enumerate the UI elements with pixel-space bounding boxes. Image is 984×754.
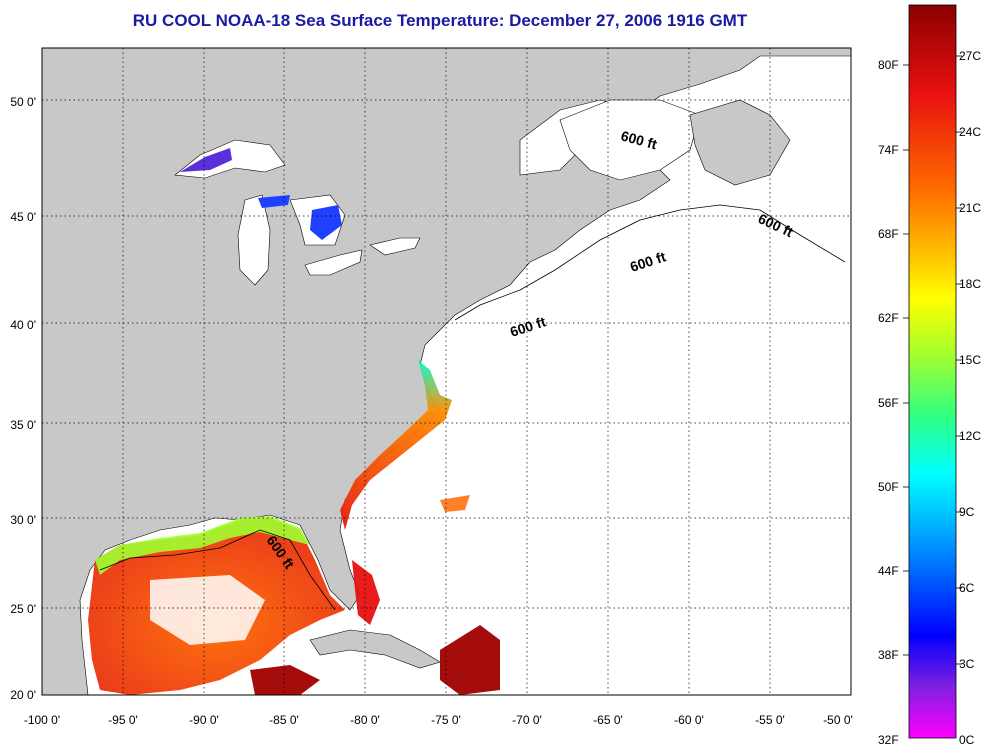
colorbar-f-label: 44F [878,564,899,578]
sst-atlantic-coastal [340,360,452,530]
lon-tick-label: -75 0' [431,713,461,727]
lon-tick-label: -95 0' [108,713,138,727]
colorbar-c-label: 18C [959,277,982,291]
colorbar-f-label: 74F [878,143,899,157]
sst-gulf-shelf-cool [95,516,310,575]
colorbar-f-label: 32F [878,733,899,747]
colorbar-c-label: 24C [959,125,982,139]
colorbar-c-label: 6C [959,581,975,595]
colorbar-f-label: 62F [878,311,899,325]
lon-tick-label: -100 0' [24,713,60,727]
lon-tick-label: -55 0' [755,713,785,727]
sst-gulf-white-patch [150,575,265,645]
colorbar-c-label: 27C [959,49,982,63]
colorbar-c-label: 15C [959,353,982,367]
colorbar-f-label: 68F [878,227,899,241]
colorbar-f-label: 80F [878,58,899,72]
gulf-st-lawrence [559,99,701,181]
lon-tick-label: -50 0' [823,713,853,727]
colorbar-c-label: 12C [959,429,982,443]
sst-cuba-south [250,665,320,695]
colorbar-f-label: 38F [878,648,899,662]
lake-superior-cold [180,148,232,172]
sst-florida-current [352,560,380,625]
lon-tick-label: -60 0' [674,713,704,727]
lon-tick-label: -70 0' [512,713,542,727]
lat-tick-label: 45 0' [10,210,36,224]
lat-tick-label: 40 0' [10,318,36,332]
lon-tick-label: -90 0' [189,713,219,727]
lake-huron-cold [310,205,342,240]
lat-tick-label: 25 0' [10,602,36,616]
colorbar-c-label: 3C [959,657,975,671]
lake-erie [304,249,363,276]
lon-tick-label: -80 0' [350,713,380,727]
colorbar [908,4,957,739]
colorbar-c-label: 21C [959,201,982,215]
colorbar-ticks [903,55,962,665]
lat-tick-label: 30 0' [10,513,36,527]
contour-600ft-line [454,204,846,321]
lat-tick-label: 20 0' [10,688,36,702]
colorbar-f-label: 56F [878,396,899,410]
latitude-axis: 50 0' 45 0' 40 0' 35 0' 30 0' 25 0' 20 0… [10,95,36,702]
lon-tick-label: -85 0' [269,713,299,727]
lat-tick-label: 35 0' [10,418,36,432]
lon-tick-label: -65 0' [593,713,623,727]
map-title: RU COOL NOAA-18 Sea Surface Temperature:… [132,11,748,30]
sst-caribbean [440,625,500,695]
colorbar-c-label: 0C [959,733,975,747]
map-frame [41,47,852,696]
lat-tick-label: 50 0' [10,95,36,109]
lake-ontario [369,237,421,256]
contour-600ft-line-gulf [99,529,336,611]
colorbar-c-label: 9C [959,505,975,519]
lake-michigan-north-cold [258,195,290,208]
sst-gulf-stream-offshore [440,495,470,512]
cuba [309,629,441,669]
longitude-axis: -100 0' -95 0' -90 0' -85 0' -80 0' -75 … [24,713,853,727]
colorbar-f-label: 50F [878,480,899,494]
